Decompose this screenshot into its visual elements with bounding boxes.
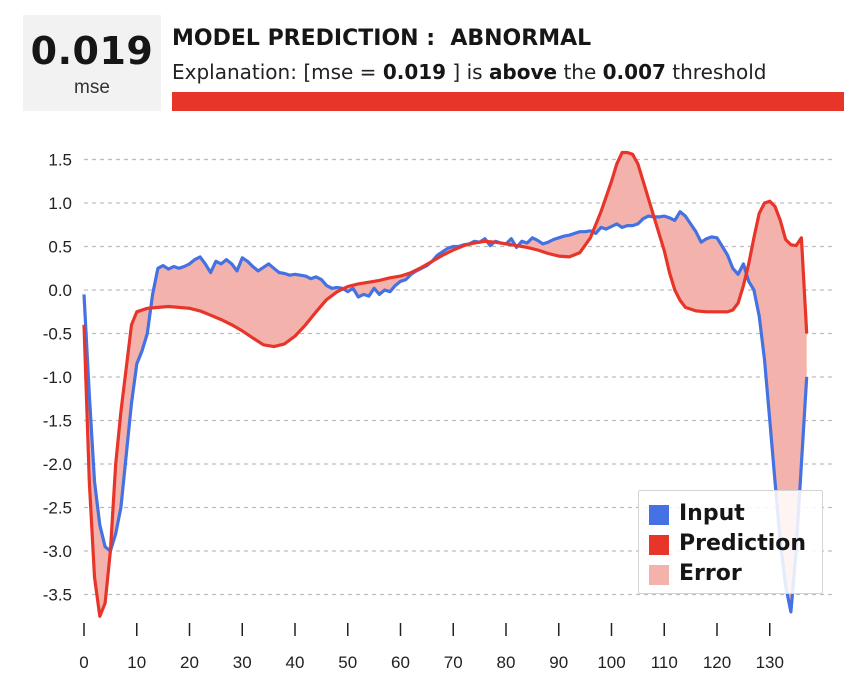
status-bar bbox=[172, 92, 844, 111]
x-tick-label: 30 bbox=[233, 653, 252, 672]
legend-swatch-input bbox=[649, 505, 669, 525]
legend-label-error: Error bbox=[679, 561, 742, 586]
series-line-prediction bbox=[82, 150, 809, 618]
explanation-relation: above bbox=[488, 60, 558, 84]
mse-score-value: 0.019 bbox=[30, 29, 154, 73]
x-tick-label: 10 bbox=[127, 653, 146, 672]
x-tick-label: 100 bbox=[597, 653, 625, 672]
y-tick-label: -3.0 bbox=[43, 542, 72, 561]
x-tick-label: 90 bbox=[549, 653, 568, 672]
legend-label-prediction: Prediction bbox=[679, 531, 807, 556]
x-tick-label: 80 bbox=[497, 653, 516, 672]
mse-score-unit: mse bbox=[74, 77, 110, 98]
legend-swatch-prediction bbox=[649, 535, 669, 555]
explanation-middle: ] is bbox=[446, 60, 489, 84]
y-tick-label: -1.0 bbox=[43, 368, 72, 387]
prediction-label: MODEL PREDICTION : bbox=[172, 26, 436, 51]
y-tick-label: 0.5 bbox=[48, 238, 72, 257]
explanation-the: the bbox=[557, 60, 603, 84]
x-tick-label: 120 bbox=[703, 653, 731, 672]
prediction-heading: MODEL PREDICTION : ABNORMAL bbox=[172, 26, 591, 51]
y-tick-label: 1.0 bbox=[48, 194, 72, 213]
mse-score-box: 0.019 mse bbox=[23, 15, 161, 111]
y-tick-label: -0.5 bbox=[43, 325, 72, 344]
explanation-suffix: threshold bbox=[665, 60, 767, 84]
y-tick-label: 0.0 bbox=[48, 281, 72, 300]
chart-legend: Input Prediction Error bbox=[638, 490, 823, 594]
y-tick-label: -3.5 bbox=[43, 586, 72, 605]
x-tick-label: 130 bbox=[756, 653, 784, 672]
x-tick-label: 110 bbox=[651, 653, 678, 672]
explanation-prefix: Explanation: [mse = bbox=[172, 60, 383, 84]
prediction-value: ABNORMAL bbox=[450, 26, 592, 51]
explanation-threshold: 0.007 bbox=[602, 60, 666, 84]
y-tick-label: -2.0 bbox=[43, 455, 72, 474]
legend-label-input: Input bbox=[679, 501, 745, 526]
y-tick-label: 1.5 bbox=[48, 151, 72, 170]
y-tick-label: -2.5 bbox=[43, 499, 72, 518]
series-line-input bbox=[82, 210, 809, 614]
x-tick-label: 20 bbox=[180, 653, 199, 672]
explanation-text: Explanation: [mse = 0.019 ] is above the… bbox=[172, 60, 766, 84]
x-tick-label: 0 bbox=[79, 653, 88, 672]
y-tick-label: -1.5 bbox=[43, 412, 72, 431]
legend-swatch-error bbox=[649, 565, 669, 585]
explanation-mse: 0.019 bbox=[382, 60, 447, 84]
x-tick-label: 50 bbox=[338, 653, 357, 672]
x-tick-label: 40 bbox=[286, 653, 305, 672]
x-tick-label: 70 bbox=[444, 653, 463, 672]
x-tick-label: 60 bbox=[391, 653, 410, 672]
